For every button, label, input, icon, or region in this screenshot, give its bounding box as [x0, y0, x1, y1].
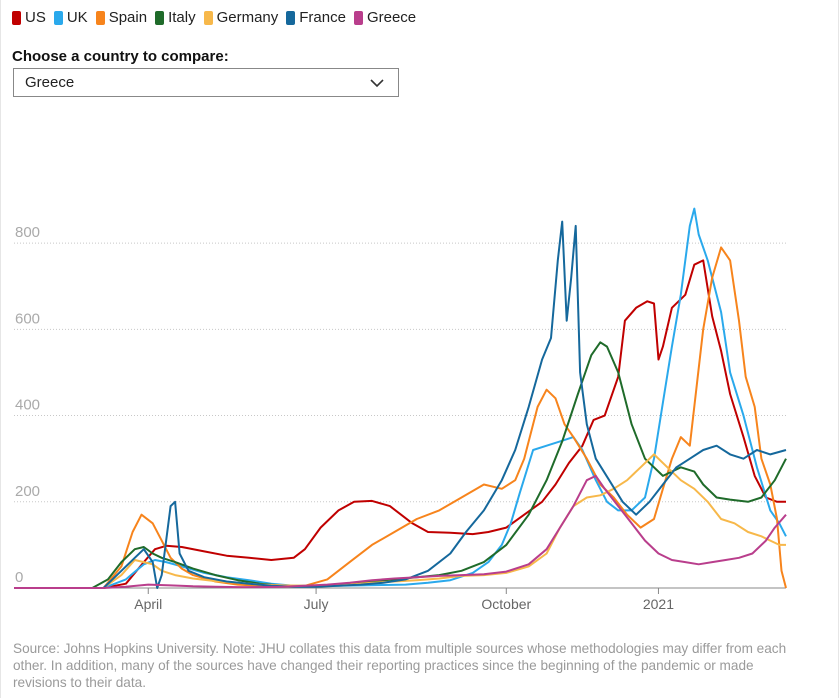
legend-swatch — [95, 10, 105, 25]
legend-label: US — [25, 9, 46, 26]
legend-label: Italy — [168, 9, 196, 26]
series-line-greece — [14, 474, 787, 589]
legend-label: France — [299, 9, 346, 26]
y-tick-label: 600 — [15, 310, 40, 327]
legend-item-france: France — [286, 9, 346, 26]
legend-item-italy: Italy — [155, 9, 196, 26]
legend-label: Germany — [216, 9, 279, 26]
source-note: Source: Johns Hopkins University. Note: … — [13, 641, 787, 690]
x-tick-label: 2021 — [643, 596, 674, 612]
legend-swatch — [155, 10, 165, 25]
legend-swatch — [12, 10, 21, 25]
x-tick-label: July — [304, 596, 329, 612]
line-chart: 0 200 400 600 800 April July October 2021 — [14, 207, 787, 612]
y-tick-label: 200 — [15, 483, 40, 500]
y-tick-label: 0 — [15, 569, 23, 586]
legend-label: Spain — [108, 9, 148, 26]
series-line-germany — [14, 453, 786, 589]
legend-label: Greece — [366, 9, 417, 26]
legend-item-greece: Greece — [353, 9, 417, 26]
y-tick-label: 800 — [15, 224, 40, 241]
legend-item-germany: Germany — [203, 9, 279, 26]
legend-item-uk: UK — [53, 9, 88, 26]
compare-label: Choose a country to compare: — [12, 48, 229, 65]
country-select-value: Greece — [25, 74, 75, 91]
legend-item-us: US — [12, 9, 46, 26]
legend-item-spain: Spain — [95, 9, 148, 26]
series-line-uk — [14, 207, 787, 589]
legend-swatch — [286, 10, 296, 25]
y-tick-label: 400 — [15, 397, 40, 414]
chevron-down-icon — [370, 78, 384, 87]
series-line-france — [14, 220, 787, 589]
country-select[interactable]: Greece — [13, 68, 399, 97]
x-tick-label: October — [481, 596, 531, 612]
legend-swatch — [353, 10, 363, 25]
x-tick-label: April — [134, 596, 162, 612]
legend-swatch — [53, 10, 63, 25]
legend: US UK Spain Italy Germany France Greece — [12, 9, 416, 26]
legend-label: UK — [66, 9, 88, 26]
series-line-spain — [14, 246, 787, 589]
legend-swatch — [203, 10, 213, 25]
